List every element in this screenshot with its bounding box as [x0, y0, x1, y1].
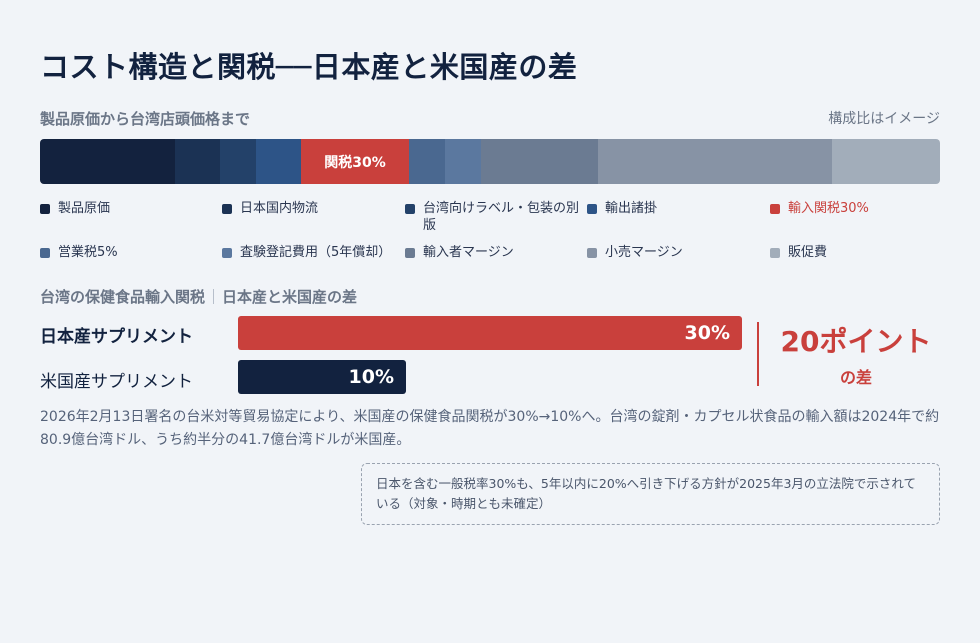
stack-segment-3	[256, 139, 301, 184]
page-title: コスト構造と関税──日本産と米国産の差	[40, 50, 578, 84]
stack-segment-7	[481, 139, 598, 184]
legend-label: 輸入者マージン	[423, 245, 514, 260]
legend-item: 小売マージン	[587, 244, 770, 266]
stack-segment-5	[409, 139, 445, 184]
legend-swatch	[405, 248, 415, 258]
legend-swatch	[222, 248, 232, 258]
stack-segment-8	[598, 139, 832, 184]
legend-item: 輸出諸掛	[587, 200, 770, 234]
callout-note: 日本を含む一般税率30%も、5年以内に20%へ引き下げる方針が2025年3月の立…	[361, 463, 940, 525]
bar-label-us: 米国産サプリメント	[40, 372, 193, 392]
legend-swatch	[770, 248, 780, 258]
legend-swatch	[587, 248, 597, 258]
legend-item: 査験登記費用（5年償却）	[222, 244, 405, 266]
legend-item: 台湾向けラベル・包装の別版	[405, 200, 587, 234]
stack-section-label: 製品原価から台湾店頭価格まで	[40, 110, 251, 128]
legend-label: 製品原価	[58, 201, 111, 216]
legend-item: 製品原価	[40, 200, 222, 234]
legend-label: 査験登記費用（5年償却）	[240, 245, 392, 260]
legend-label: 輸出諸掛	[605, 201, 658, 216]
bar-value-us: 10%	[348, 366, 394, 388]
legend-swatch	[222, 204, 232, 214]
legend-swatch	[405, 204, 415, 214]
stack-segment-label: 関税30%	[324, 154, 386, 171]
legend-label: 販促費	[788, 245, 828, 260]
stack-segment-0	[40, 139, 175, 184]
cost-legend: 製品原価 日本国内物流 台湾向けラベル・包装の別版 輸出諸掛 輸入関税30% 営業税5% 査…	[40, 200, 940, 266]
tariff-section-title-main: 台湾の保健食品輸入関税	[40, 288, 206, 306]
legend-label: 台湾向けラベル・包装の別版	[423, 201, 580, 233]
difference-caption: の差	[839, 368, 872, 387]
tariff-section-title-sub: 日本産と米国産の差	[222, 288, 358, 306]
bar-us: 10%	[238, 360, 406, 394]
legend-item: 輸入関税30%	[770, 200, 940, 234]
stack-segment-6	[445, 139, 481, 184]
legend-label: 日本国内物流	[240, 201, 319, 216]
stack-segment-1	[175, 139, 220, 184]
legend-item: 販促費	[770, 244, 940, 266]
stack-segment-2	[220, 139, 256, 184]
title-separator	[213, 289, 215, 304]
legend-swatch	[587, 204, 597, 214]
bar-value-japan: 30%	[684, 322, 730, 344]
legend-swatch	[770, 204, 780, 214]
stack-segment-4: 関税30%	[301, 139, 409, 184]
legend-swatch	[40, 248, 50, 258]
stack-segment-9	[832, 139, 940, 184]
difference-value: 20ポイント	[780, 325, 932, 358]
legend-label: 小売マージン	[605, 245, 683, 260]
legend-item: 営業税5%	[40, 244, 222, 266]
tariff-section-title: 台湾の保健食品輸入関税 日本産と米国産の差	[40, 286, 357, 307]
cost-stack-bar: 関税30%	[40, 139, 940, 184]
description-text: 2026年2月13日署名の台米対等貿易協定により、米国産の保健食品関税が30%→…	[40, 409, 940, 448]
legend-swatch	[40, 204, 50, 214]
legend-item: 日本国内物流	[222, 200, 405, 234]
stack-section-note: 構成比はイメージ	[828, 111, 940, 127]
legend-label: 営業税5%	[58, 245, 118, 260]
bar-label-japan: 日本産サプリメント	[40, 327, 193, 347]
legend-label: 輸入関税30%	[788, 201, 869, 216]
bar-japan: 30%	[238, 316, 742, 350]
difference-marker	[757, 322, 759, 386]
legend-item: 輸入者マージン	[405, 244, 587, 266]
